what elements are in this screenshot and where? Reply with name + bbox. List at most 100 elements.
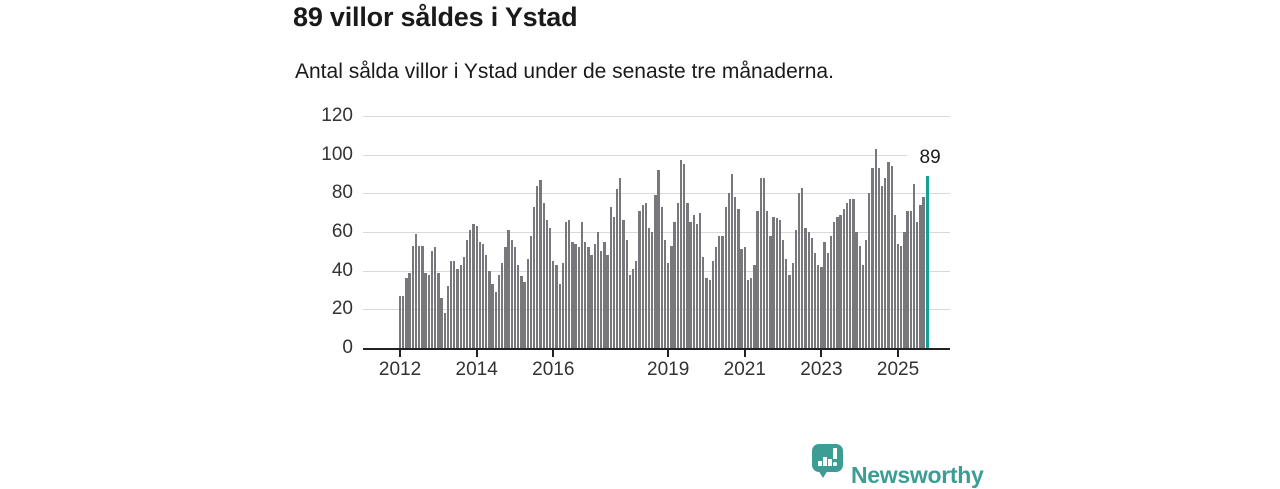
bar	[424, 272, 427, 348]
bar	[638, 210, 641, 348]
bar	[542, 203, 545, 348]
bar	[603, 241, 606, 348]
bar	[772, 216, 775, 348]
bar	[868, 193, 871, 348]
bar	[893, 214, 896, 348]
bar	[727, 193, 730, 348]
bar	[552, 261, 555, 348]
bar	[574, 243, 577, 348]
bar	[491, 284, 494, 348]
gridline	[363, 193, 950, 195]
bar	[845, 203, 849, 348]
y-axis-tick-label: 40	[331, 259, 353, 281]
bar	[402, 295, 405, 348]
bar	[517, 264, 520, 348]
logo-bar-short	[818, 460, 822, 466]
bar	[414, 233, 418, 348]
logo-bubble-tail	[818, 470, 828, 478]
bar	[609, 206, 612, 348]
bar	[683, 164, 686, 348]
bar	[762, 177, 766, 348]
x-axis-tick-label: 2021	[723, 359, 766, 380]
bar	[606, 255, 609, 348]
bar	[791, 262, 794, 348]
bar	[900, 245, 903, 348]
bar	[526, 259, 529, 348]
bar	[449, 261, 453, 348]
bar	[548, 228, 552, 348]
bar	[673, 222, 676, 348]
bar	[663, 239, 667, 348]
bar	[906, 210, 909, 348]
logo-exclamation-dot	[833, 462, 837, 466]
bar	[469, 230, 472, 348]
bar	[829, 235, 833, 348]
bar	[427, 274, 430, 348]
bar	[702, 257, 705, 348]
bar	[730, 174, 734, 348]
bar	[912, 183, 916, 348]
bar	[568, 220, 571, 348]
highlighted-bar	[925, 175, 929, 348]
bar	[462, 257, 466, 348]
bar	[571, 241, 574, 348]
bar	[890, 166, 893, 348]
bar	[488, 270, 491, 348]
newsworthy-bar-chart-bubble-icon	[812, 444, 843, 480]
bar	[817, 264, 820, 348]
bar	[884, 177, 887, 348]
bar	[625, 239, 628, 348]
bar	[459, 264, 462, 348]
y-axis-tick-label: 0	[342, 337, 353, 358]
x-axis-tick	[475, 350, 478, 357]
bar	[887, 162, 890, 348]
bar	[708, 280, 711, 348]
bar	[657, 170, 660, 348]
x-axis-line	[363, 348, 950, 350]
bar	[411, 245, 414, 348]
bar	[874, 148, 877, 348]
bar	[759, 177, 762, 348]
bar	[434, 247, 437, 348]
logo-bubble-shape	[812, 444, 843, 472]
bar	[922, 197, 925, 348]
bar	[405, 278, 408, 348]
y-axis-tick-label: 120	[321, 105, 353, 126]
bar	[695, 224, 699, 348]
bar	[555, 264, 558, 348]
bar	[408, 272, 411, 348]
bar	[513, 247, 517, 348]
bar	[855, 232, 858, 348]
bar	[734, 197, 737, 348]
gridline	[363, 154, 950, 156]
bar	[877, 168, 881, 348]
bar	[456, 268, 459, 348]
logo-exclamation-stroke	[833, 448, 837, 459]
bar	[858, 245, 861, 348]
bar	[584, 241, 587, 348]
bar	[612, 216, 616, 348]
bar	[781, 239, 785, 348]
bar	[398, 295, 402, 348]
bar	[756, 210, 759, 348]
x-axis-tick-label: 2014	[455, 359, 498, 380]
bar	[746, 280, 750, 348]
bar	[679, 160, 683, 348]
y-axis-tick-label: 20	[331, 298, 353, 320]
bar	[718, 235, 721, 348]
bar	[753, 264, 756, 348]
bar	[807, 232, 810, 348]
bar	[587, 247, 590, 348]
bar	[861, 264, 865, 348]
bar	[864, 239, 868, 348]
bar	[737, 208, 740, 348]
bar	[418, 245, 421, 348]
bar	[481, 243, 485, 348]
newsworthy-logo[interactable]: Newsworthy	[812, 444, 984, 489]
bar	[529, 235, 533, 348]
bar	[823, 241, 826, 348]
bar	[676, 203, 679, 348]
bar	[440, 297, 443, 348]
bar	[443, 313, 446, 348]
